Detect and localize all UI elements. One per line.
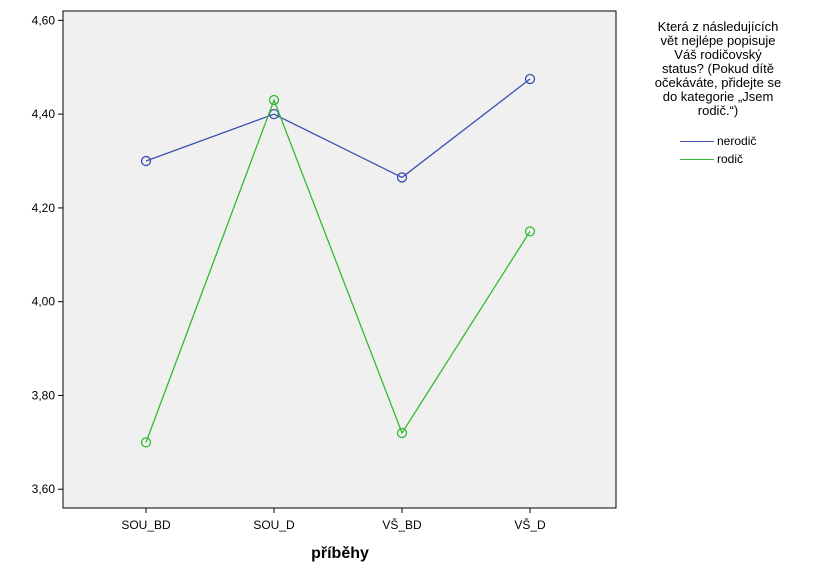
legend-item-rodič: rodič — [680, 150, 812, 168]
legend-items: nerodič rodič — [680, 132, 812, 168]
legend-label: rodič — [717, 152, 744, 166]
data-point-rodič — [396, 427, 408, 439]
x-axis-label: příběhy — [311, 545, 369, 562]
data-point-nerodič — [396, 172, 408, 183]
y-tick-label: 4,60 — [32, 13, 56, 27]
legend-title-line: vět nejlépe popisuje — [660, 33, 776, 48]
x-tick-label: SOU_BD — [121, 518, 171, 532]
data-point-nerodič — [524, 73, 536, 85]
x-axis: SOU_BD SOU_D VŠ_BD VŠ_D — [121, 508, 546, 532]
legend-title-line: očekáváte, přidejte se — [654, 75, 782, 90]
y-tick-label: 4,40 — [32, 107, 56, 121]
legend-title-line: rodič.“) — [697, 103, 739, 118]
x-tick-label: VŠ_D — [514, 517, 546, 532]
y-tick-label: 3,80 — [32, 388, 56, 402]
legend-swatch — [680, 140, 714, 142]
legend-swatch — [680, 158, 714, 160]
y-tick-label: 4,20 — [32, 201, 56, 215]
series-line-nerodič — [145, 78, 531, 179]
data-point-rodič — [268, 94, 280, 106]
legend-title-line: Váš rodičovský — [674, 47, 762, 62]
legend-label: nerodič — [717, 134, 757, 148]
legend-item-nerodič: nerodič — [680, 132, 812, 150]
data-point-nerodič — [140, 155, 152, 167]
legend-title-line: do kategorie „Jsem — [662, 89, 774, 104]
series-line-rodič — [145, 98, 531, 443]
series-layer — [140, 73, 536, 448]
y-axis: 3,60 3,80 4,00 4,20 4,40 4,60 — [32, 13, 63, 496]
legend: Která z následujících vět nejlépe popisuj… — [624, 20, 812, 168]
y-tick-label: 3,60 — [32, 482, 56, 496]
data-point-nerodič — [268, 109, 280, 120]
legend-title: Která z následujících vět nejlépe popisuj… — [624, 20, 812, 118]
x-tick-label: VŠ_BD — [382, 517, 422, 532]
plot-area — [62, 10, 617, 509]
legend-title-line: Která z následujících — [657, 19, 779, 34]
legend-title-line: status? (Pokud dítě — [661, 61, 774, 76]
x-tick-label: SOU_D — [253, 518, 295, 532]
data-point-rodič — [140, 437, 152, 448]
y-tick-label: 4,00 — [32, 295, 56, 309]
data-point-rodič — [524, 226, 536, 237]
